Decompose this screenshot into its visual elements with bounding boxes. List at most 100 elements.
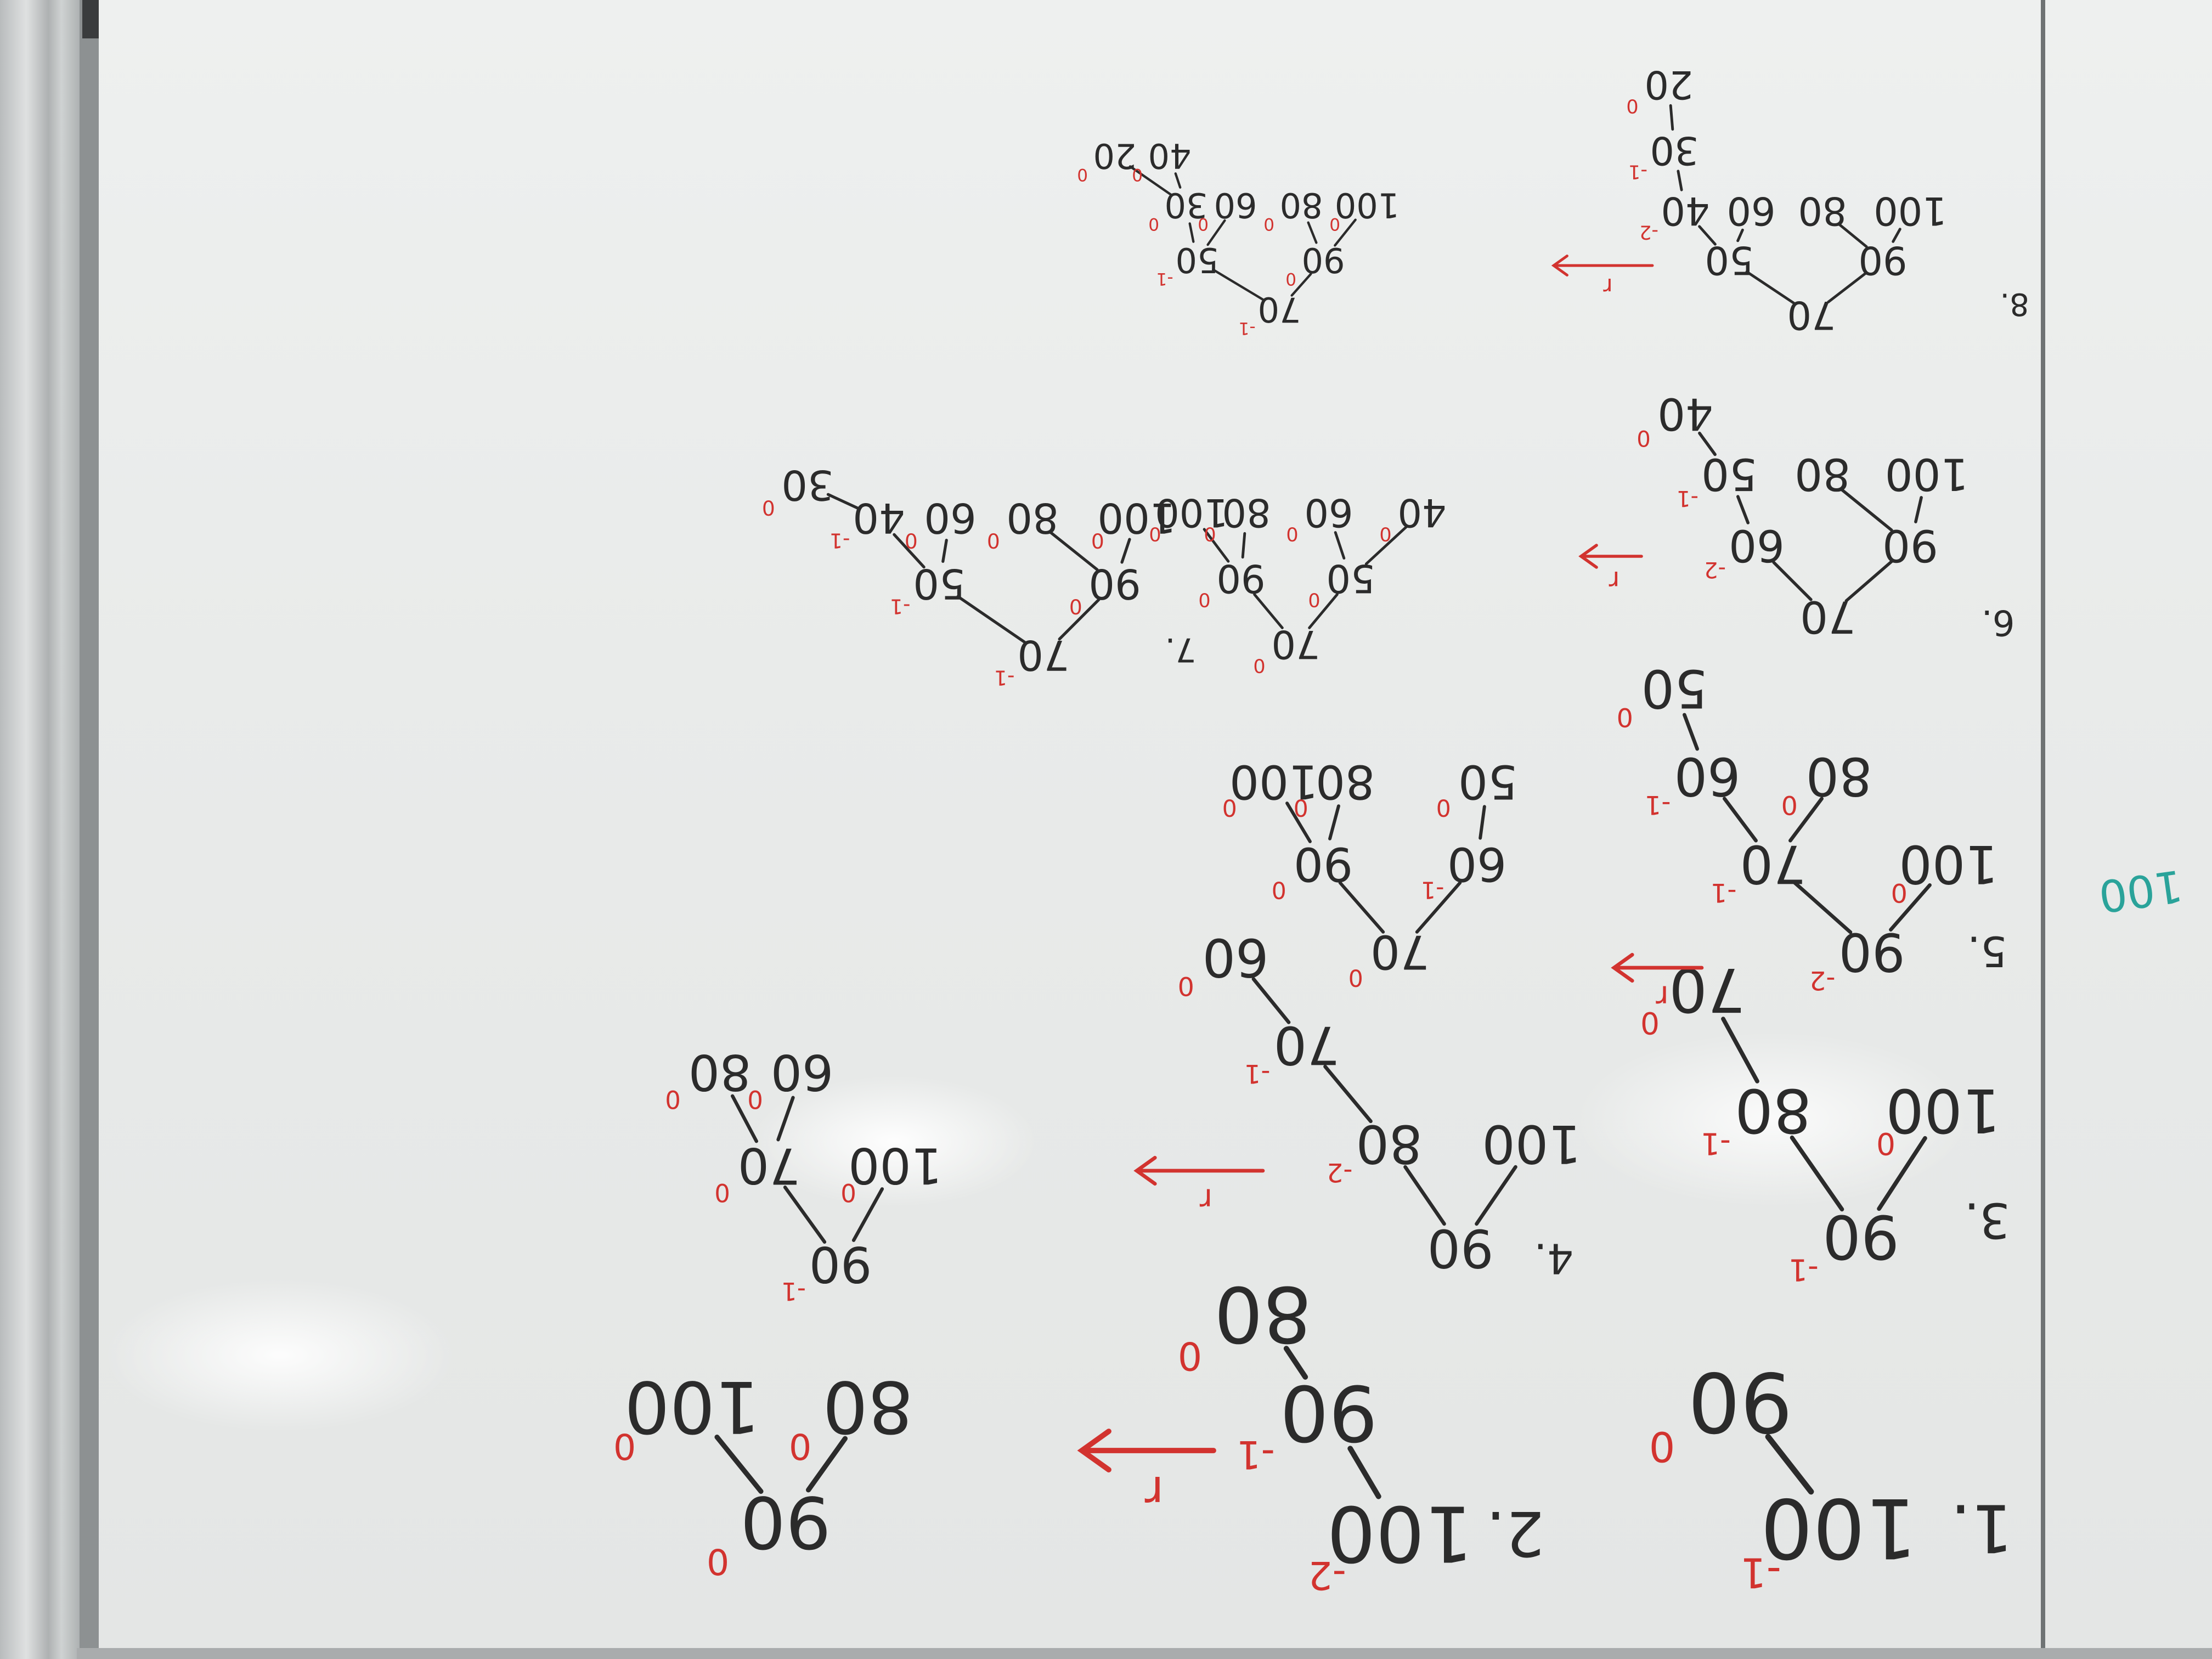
step-6-tree-balance-factor: -2 bbox=[1704, 557, 1726, 582]
step-8-tree-node-value: 90 bbox=[1858, 238, 1907, 283]
step-4-result-tree-edge bbox=[854, 1189, 882, 1240]
step-8-result-tree-balance-factor: 0 bbox=[1329, 214, 1340, 234]
step-8-result-tree-balance-factor: 0 bbox=[1285, 269, 1296, 289]
step-7-tree-node-value: 70 bbox=[1017, 631, 1069, 679]
step-7-tree-node-value: 30 bbox=[781, 461, 833, 509]
step-5-result-tree-node-value: 80 bbox=[1316, 754, 1375, 809]
step-8-result-tree-node-value: 20 bbox=[1093, 136, 1137, 176]
step-3-tree-node-value: 80 bbox=[1735, 1075, 1812, 1146]
step-6-tree-node-value: 90 bbox=[1882, 520, 1938, 571]
step-5-result-tree-edge bbox=[1330, 806, 1339, 839]
step-6-result-tree-edge bbox=[1335, 533, 1344, 558]
step-6-result-tree-node-value: 40 bbox=[1397, 490, 1446, 535]
step-3-tree-node-value: 90 bbox=[1822, 1201, 1899, 1272]
step-4-rotation-label: r bbox=[1199, 1181, 1212, 1217]
step-8-tree-balance-factor: -1 bbox=[1628, 161, 1647, 183]
step-5-tree-node-value: 70 bbox=[1740, 833, 1807, 894]
step-5-tree-balance-factor: -1 bbox=[1711, 877, 1736, 907]
step-4-result-tree-balance-factor: 0 bbox=[840, 1178, 856, 1207]
step-4-tree-node-value: 100 bbox=[1482, 1113, 1581, 1173]
step-8-result-tree-balance-factor: 0 bbox=[1148, 214, 1159, 234]
step-4-tree-balance-factor: -1 bbox=[1244, 1058, 1270, 1088]
step-4-tree-edge bbox=[1477, 1167, 1516, 1224]
step-7-tree-balance-factor: 0 bbox=[1091, 528, 1104, 552]
step-6-tree-node-value: 50 bbox=[1701, 449, 1757, 500]
step-8-result-tree-balance-factor: -1 bbox=[1156, 269, 1173, 289]
step-7-tree-node-value: 60 bbox=[924, 494, 976, 542]
step-label: 7. bbox=[1165, 630, 1196, 669]
step-6-tree-node-value: 70 bbox=[1800, 591, 1856, 642]
step-4-arrow-right bbox=[1137, 1158, 1263, 1184]
step-1-tree-balance-factor: -1 bbox=[1740, 1549, 1781, 1597]
step-7-tree-node-value: 100 bbox=[1097, 494, 1176, 542]
step-8-tree-node-value: 30 bbox=[1650, 128, 1699, 173]
step-6-tree-node-value: 80 bbox=[1795, 449, 1850, 500]
step-5-result-tree-balance-factor: 0 bbox=[1436, 793, 1451, 820]
step-8: 8.7050 9040-2 60 80 10030-1200r70-150-1 90030… bbox=[1077, 62, 2029, 338]
step-7-tree-balance-factor: 0 bbox=[987, 528, 1000, 552]
step-4-result-tree-balance-factor: 0 bbox=[665, 1085, 681, 1114]
step-5-rotation-label: r bbox=[1656, 978, 1669, 1014]
step-7-tree-node-value: 50 bbox=[913, 560, 965, 608]
step-2-tree-balance-factor: 0 bbox=[1178, 1333, 1203, 1378]
step-4-tree-balance-factor: 0 bbox=[1178, 970, 1194, 1001]
step-5-result-tree-node-value: 60 bbox=[1447, 837, 1506, 891]
step-8-result-tree-node-value: 90 bbox=[1302, 240, 1345, 280]
step-2-tree-node-value: 100 bbox=[1327, 1488, 1473, 1578]
step-4-result-tree-node-value: 60 bbox=[771, 1043, 834, 1101]
step-8-tree-node-value: 60 bbox=[1726, 188, 1775, 233]
step-5-tree-node-value: 80 bbox=[1806, 746, 1872, 806]
step-8-arrow-right bbox=[1554, 256, 1652, 275]
step-8-tree-node-value: 80 bbox=[1798, 188, 1847, 233]
step-8-result-tree-node-value: 50 bbox=[1176, 240, 1219, 280]
step-5-result-tree-balance-factor: 0 bbox=[1272, 876, 1286, 902]
step-6-rotation-label: r bbox=[1609, 565, 1620, 596]
step-4-tree-node-value: 80 bbox=[1356, 1113, 1423, 1173]
step-6-tree-node-value: 40 bbox=[1657, 388, 1713, 439]
rotated-handwriting: 1.100-19002.100-290-1800r90080010003.90-… bbox=[613, 62, 2186, 1598]
step-4-result-tree-edge bbox=[778, 1098, 793, 1140]
step-3-tree-balance-factor: -1 bbox=[1788, 1252, 1819, 1288]
step-7-tree-balance-factor: 0 bbox=[1069, 594, 1082, 618]
step-7-tree-edge bbox=[943, 540, 946, 562]
step-4-tree-node-value: 60 bbox=[1203, 927, 1269, 987]
margin-note: 100 bbox=[2096, 860, 2186, 922]
step-6-tree-edge bbox=[1916, 498, 1921, 522]
step-6-result-tree-balance-factor: 0 bbox=[1308, 589, 1320, 611]
step-8-result-tree-balance-factor: 0 bbox=[1198, 214, 1209, 234]
step-5-result-tree-balance-factor: 0 bbox=[1348, 963, 1363, 990]
step-5-result-tree-balance-factor: 0 bbox=[1222, 793, 1237, 820]
step-8-tree-node-value: 50 bbox=[1705, 238, 1753, 283]
step-7-tree-edge bbox=[1122, 539, 1130, 562]
step-5-tree-balance-factor: -2 bbox=[1809, 965, 1835, 995]
step-8-result-tree-node-value: 40 bbox=[1148, 136, 1192, 176]
step-6-tree-balance-factor: -1 bbox=[1677, 486, 1699, 511]
step-5-tree-node-value: 60 bbox=[1674, 746, 1741, 806]
step-2-result-tree-node-value: 90 bbox=[740, 1480, 831, 1564]
step-4-result-tree-node-value: 80 bbox=[689, 1043, 752, 1101]
step-label: 8. bbox=[2000, 286, 2029, 322]
step-5-result-tree-node-value: 70 bbox=[1370, 924, 1430, 979]
step-5-tree-balance-factor: 0 bbox=[1617, 702, 1633, 732]
step-5-result-tree-node-value: 90 bbox=[1294, 837, 1353, 891]
step-6-result-tree-node-value: 70 bbox=[1271, 622, 1320, 667]
step-8-tree-edge bbox=[1671, 105, 1673, 129]
step-3-tree-edge bbox=[1792, 1138, 1842, 1210]
step-8-tree-edge bbox=[1678, 171, 1681, 190]
step-2-result-tree-balance-factor: 0 bbox=[707, 1541, 729, 1582]
step-1-tree-node-value: 90 bbox=[1688, 1353, 1793, 1449]
step-3-tree-balance-factor: 0 bbox=[1876, 1126, 1895, 1161]
step-4-tree-balance-factor: -2 bbox=[1327, 1157, 1352, 1187]
step-7-tree-balance-factor: -1 bbox=[994, 665, 1014, 690]
step-7: 7.70-150-1 90040-1 600 800 1000300 bbox=[762, 461, 1197, 690]
step-8-result-tree-node-value: 80 bbox=[1280, 185, 1323, 225]
step-4-tree-node-value: 70 bbox=[1274, 1014, 1340, 1075]
step-6-tree-node-value: 100 bbox=[1885, 449, 1969, 500]
step-label: 2. bbox=[1486, 1497, 1545, 1568]
step-6-result-tree-node-value: 50 bbox=[1326, 556, 1375, 601]
step-label: 4. bbox=[1534, 1234, 1574, 1283]
step-4-result-tree-node-value: 100 bbox=[848, 1137, 943, 1194]
